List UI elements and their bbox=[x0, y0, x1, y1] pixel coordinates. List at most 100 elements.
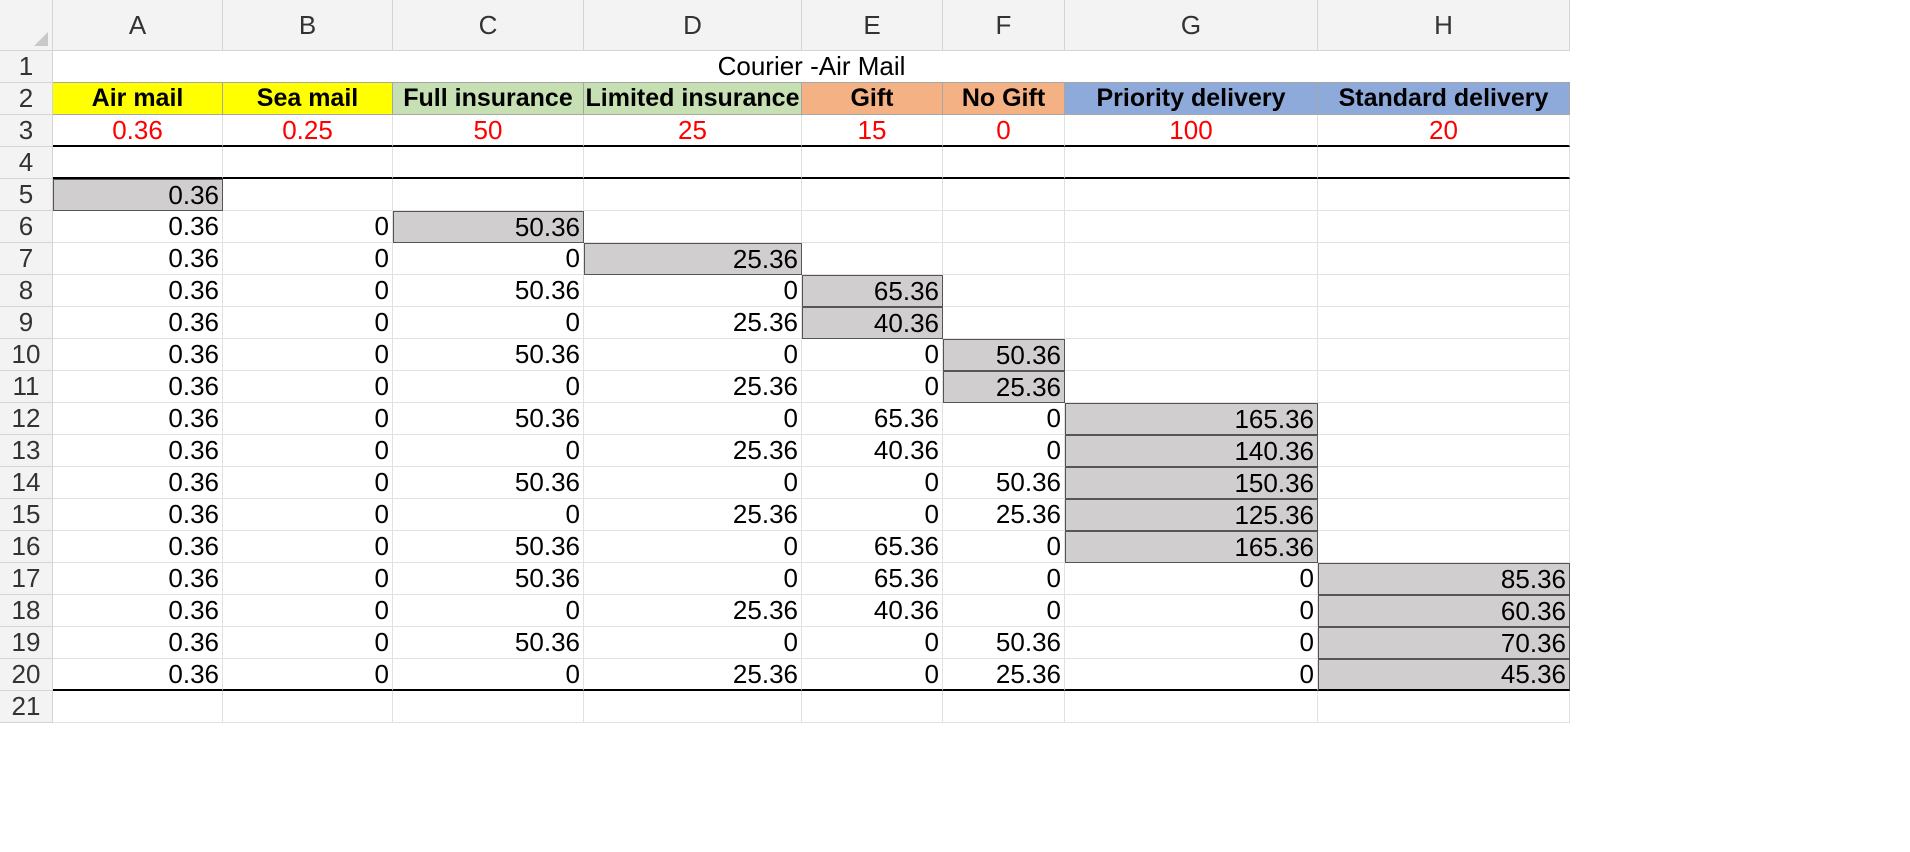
empty-cell[interactable] bbox=[1065, 691, 1318, 723]
data-cell[interactable]: 0 bbox=[802, 467, 943, 499]
data-cell[interactable] bbox=[393, 179, 584, 211]
column-header-a[interactable]: A bbox=[53, 0, 223, 51]
row-header-1[interactable]: 1 bbox=[0, 51, 53, 83]
data-cell[interactable]: 25.36 bbox=[943, 371, 1065, 403]
data-cell[interactable]: 0.36 bbox=[53, 403, 223, 435]
data-cell[interactable]: 0 bbox=[223, 595, 393, 627]
data-cell[interactable]: 70.36 bbox=[1318, 627, 1570, 659]
data-cell[interactable]: 0 bbox=[584, 467, 802, 499]
data-cell[interactable]: 50.36 bbox=[393, 403, 584, 435]
header-cell-h[interactable]: Standard delivery bbox=[1318, 83, 1570, 115]
data-cell[interactable]: 0 bbox=[584, 275, 802, 307]
data-cell[interactable]: 0 bbox=[223, 403, 393, 435]
data-cell[interactable]: 0 bbox=[943, 531, 1065, 563]
row-header-18[interactable]: 18 bbox=[0, 595, 53, 627]
data-cell[interactable]: 60.36 bbox=[1318, 595, 1570, 627]
data-cell[interactable]: 0 bbox=[393, 499, 584, 531]
data-cell[interactable]: 0 bbox=[1065, 627, 1318, 659]
data-cell[interactable]: 50.36 bbox=[393, 563, 584, 595]
empty-cell[interactable] bbox=[53, 691, 223, 723]
data-cell[interactable] bbox=[1318, 275, 1570, 307]
data-cell[interactable]: 0 bbox=[393, 595, 584, 627]
data-cell[interactable]: 85.36 bbox=[1318, 563, 1570, 595]
data-cell[interactable] bbox=[1318, 435, 1570, 467]
empty-cell[interactable] bbox=[802, 691, 943, 723]
data-cell[interactable] bbox=[1318, 531, 1570, 563]
data-cell[interactable]: 0 bbox=[943, 595, 1065, 627]
column-header-h[interactable]: H bbox=[1318, 0, 1570, 51]
empty-cell[interactable] bbox=[943, 147, 1065, 179]
data-cell[interactable]: 0.36 bbox=[53, 179, 223, 211]
data-cell[interactable] bbox=[943, 307, 1065, 339]
data-cell[interactable] bbox=[802, 179, 943, 211]
empty-cell[interactable] bbox=[223, 147, 393, 179]
data-cell[interactable]: 50.36 bbox=[393, 627, 584, 659]
data-cell[interactable]: 0 bbox=[223, 339, 393, 371]
data-cell[interactable]: 45.36 bbox=[1318, 659, 1570, 691]
price-cell-d[interactable]: 25 bbox=[584, 115, 802, 147]
row-header-11[interactable]: 11 bbox=[0, 371, 53, 403]
data-cell[interactable]: 50.36 bbox=[943, 339, 1065, 371]
row-header-10[interactable]: 10 bbox=[0, 339, 53, 371]
data-cell[interactable]: 0 bbox=[584, 627, 802, 659]
data-cell[interactable] bbox=[1065, 179, 1318, 211]
data-cell[interactable]: 25.36 bbox=[584, 371, 802, 403]
data-cell[interactable]: 0 bbox=[943, 435, 1065, 467]
data-cell[interactable]: 40.36 bbox=[802, 307, 943, 339]
data-cell[interactable]: 0.36 bbox=[53, 659, 223, 691]
data-cell[interactable]: 65.36 bbox=[802, 403, 943, 435]
data-cell[interactable]: 0 bbox=[223, 467, 393, 499]
price-cell-c[interactable]: 50 bbox=[393, 115, 584, 147]
row-header-16[interactable]: 16 bbox=[0, 531, 53, 563]
row-header-7[interactable]: 7 bbox=[0, 243, 53, 275]
data-cell[interactable]: 0 bbox=[223, 659, 393, 691]
data-cell[interactable]: 0 bbox=[584, 339, 802, 371]
data-cell[interactable]: 40.36 bbox=[802, 595, 943, 627]
header-cell-c[interactable]: Full insurance bbox=[393, 83, 584, 115]
data-cell[interactable] bbox=[943, 211, 1065, 243]
data-cell[interactable]: 0 bbox=[393, 659, 584, 691]
empty-cell[interactable] bbox=[223, 691, 393, 723]
price-cell-b[interactable]: 0.25 bbox=[223, 115, 393, 147]
empty-cell[interactable] bbox=[943, 691, 1065, 723]
price-cell-a[interactable]: 0.36 bbox=[53, 115, 223, 147]
data-cell[interactable]: 25.36 bbox=[584, 595, 802, 627]
header-cell-f[interactable]: No Gift bbox=[943, 83, 1065, 115]
data-cell[interactable]: 0 bbox=[1065, 595, 1318, 627]
data-cell[interactable] bbox=[1318, 467, 1570, 499]
data-cell[interactable]: 0 bbox=[223, 563, 393, 595]
data-cell[interactable]: 0.36 bbox=[53, 211, 223, 243]
header-cell-b[interactable]: Sea mail bbox=[223, 83, 393, 115]
data-cell[interactable]: 0 bbox=[584, 403, 802, 435]
data-cell[interactable]: 0 bbox=[223, 211, 393, 243]
column-header-e[interactable]: E bbox=[802, 0, 943, 51]
data-cell[interactable]: 50.36 bbox=[393, 467, 584, 499]
data-cell[interactable]: 0.36 bbox=[53, 467, 223, 499]
data-cell[interactable]: 25.36 bbox=[943, 499, 1065, 531]
row-header-21[interactable]: 21 bbox=[0, 691, 53, 723]
column-header-d[interactable]: D bbox=[584, 0, 802, 51]
data-cell[interactable] bbox=[1318, 403, 1570, 435]
data-cell[interactable]: 25.36 bbox=[943, 659, 1065, 691]
data-cell[interactable]: 0 bbox=[584, 531, 802, 563]
data-cell[interactable] bbox=[802, 243, 943, 275]
data-cell[interactable]: 0 bbox=[223, 307, 393, 339]
row-header-14[interactable]: 14 bbox=[0, 467, 53, 499]
data-cell[interactable] bbox=[584, 179, 802, 211]
data-cell[interactable]: 0 bbox=[393, 435, 584, 467]
column-header-b[interactable]: B bbox=[223, 0, 393, 51]
data-cell[interactable] bbox=[1065, 307, 1318, 339]
data-cell[interactable] bbox=[1065, 371, 1318, 403]
column-header-c[interactable]: C bbox=[393, 0, 584, 51]
data-cell[interactable]: 50.36 bbox=[943, 467, 1065, 499]
row-header-3[interactable]: 3 bbox=[0, 115, 53, 147]
data-cell[interactable]: 0 bbox=[223, 275, 393, 307]
data-cell[interactable]: 0.36 bbox=[53, 371, 223, 403]
data-cell[interactable] bbox=[1065, 243, 1318, 275]
data-cell[interactable]: 0 bbox=[223, 243, 393, 275]
data-cell[interactable]: 0.36 bbox=[53, 243, 223, 275]
data-cell[interactable]: 65.36 bbox=[802, 563, 943, 595]
data-cell[interactable]: 25.36 bbox=[584, 243, 802, 275]
data-cell[interactable]: 150.36 bbox=[1065, 467, 1318, 499]
data-cell[interactable]: 0.36 bbox=[53, 563, 223, 595]
